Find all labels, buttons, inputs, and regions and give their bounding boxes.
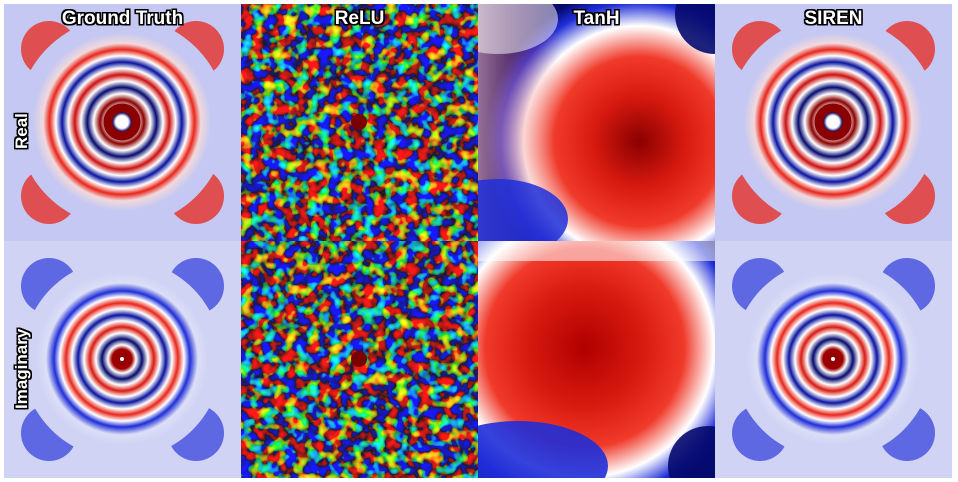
ground-truth-real-svg bbox=[4, 4, 241, 241]
siren-real-image bbox=[715, 4, 952, 241]
siren-imaginary-svg bbox=[715, 241, 952, 478]
tanh-real-image bbox=[478, 4, 715, 241]
column-title-tanh: TanH bbox=[573, 8, 620, 29]
column-title-relu: ReLU bbox=[334, 8, 385, 29]
row-label-real: Real bbox=[12, 113, 31, 149]
relu-imaginary-image bbox=[241, 241, 478, 478]
ground-truth-imaginary-image bbox=[4, 241, 241, 478]
relu-imaginary-svg bbox=[241, 241, 478, 478]
siren-imaginary-image bbox=[715, 241, 952, 478]
relu-real-image bbox=[241, 4, 478, 241]
tanh-imaginary-svg bbox=[478, 241, 715, 478]
ground-truth-real-image bbox=[4, 4, 241, 241]
siren-real-svg bbox=[715, 4, 952, 241]
column-title-siren: SIREN bbox=[804, 8, 863, 29]
tanh-real-svg bbox=[478, 4, 715, 241]
figure-grid: Ground Truth ReLU TanH SIREN Real Imagin… bbox=[4, 4, 954, 478]
row-label-imaginary: Imaginary bbox=[12, 328, 31, 409]
tanh-imaginary-image bbox=[478, 241, 715, 478]
relu-real-svg bbox=[241, 4, 478, 241]
ground-truth-imaginary-svg bbox=[4, 241, 241, 478]
column-title-ground-truth: Ground Truth bbox=[61, 8, 184, 29]
